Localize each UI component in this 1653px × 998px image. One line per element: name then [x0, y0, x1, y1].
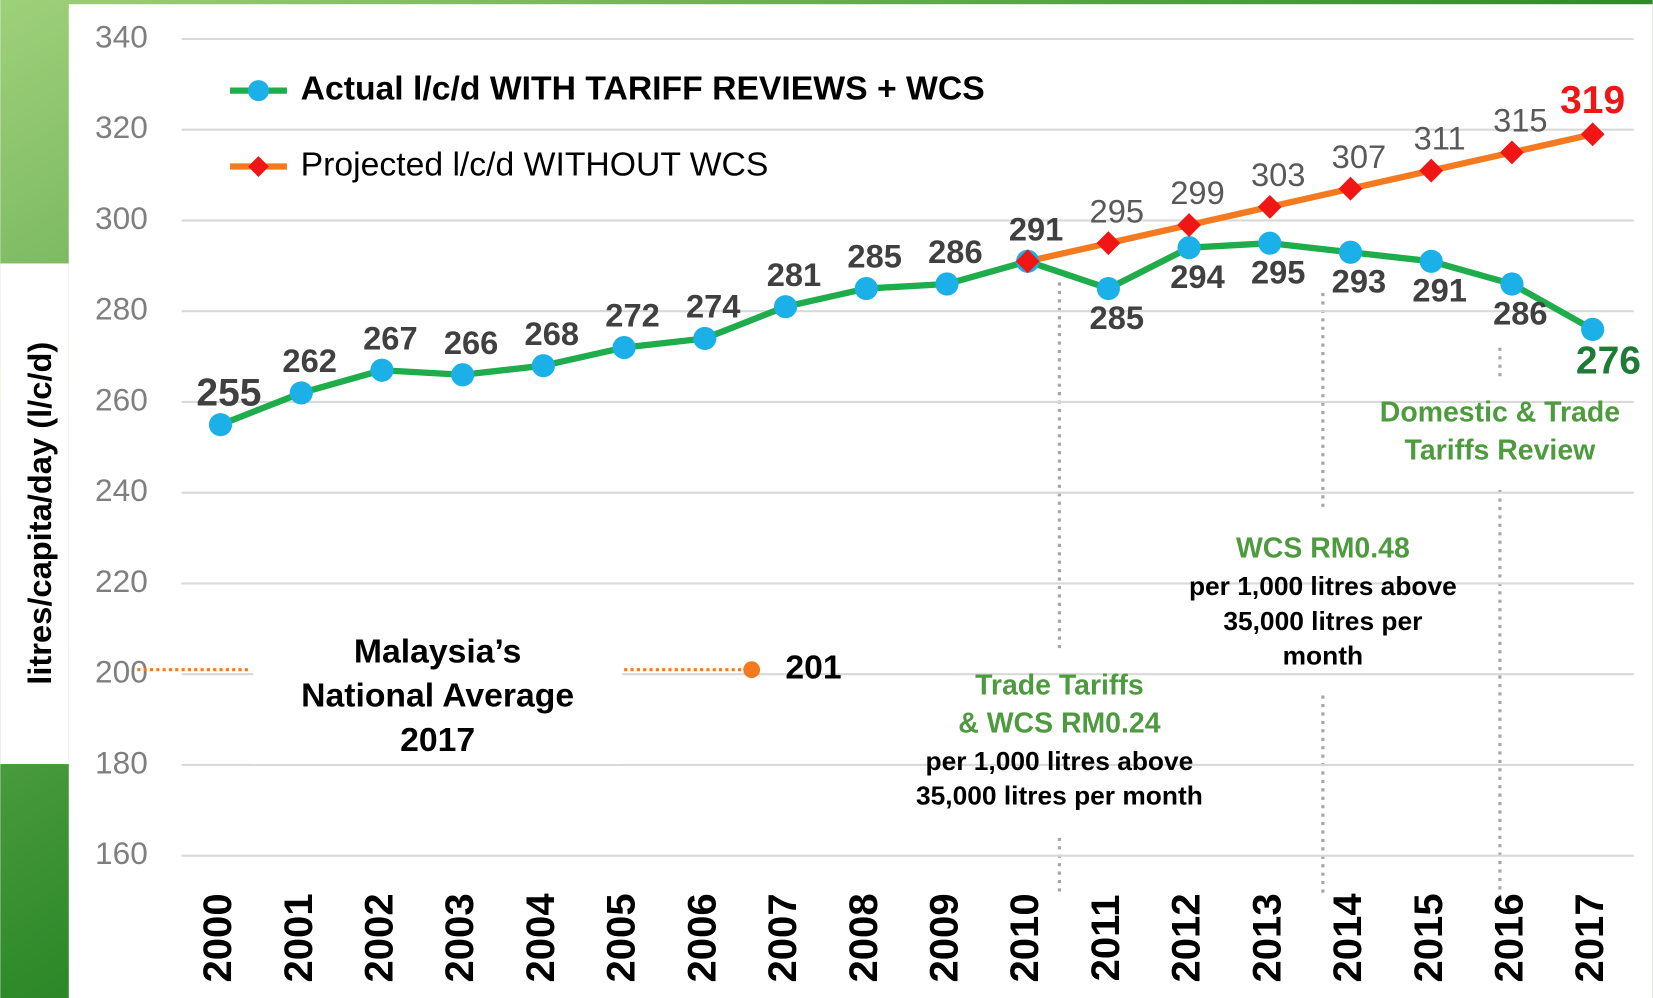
reference-label: National Average: [301, 677, 574, 715]
data-point: [855, 277, 878, 300]
data-label: 299: [1170, 174, 1225, 211]
data-label: 293: [1332, 262, 1387, 299]
reference-value: 201: [785, 649, 841, 687]
data-label: 262: [282, 342, 337, 379]
legend-label: Projected l/c/d WITHOUT WCS: [301, 145, 769, 183]
y-tick-label: 180: [95, 744, 148, 780]
data-point: [693, 327, 716, 350]
x-tick-label: 2008: [842, 893, 886, 982]
data-label: 307: [1332, 138, 1387, 175]
data-label: 315: [1493, 102, 1548, 139]
data-label: 274: [686, 288, 741, 325]
annotation-title: Tariffs Review: [1405, 435, 1597, 467]
data-point: [370, 359, 393, 382]
data-label: 286: [928, 233, 982, 270]
data-point: [774, 295, 797, 318]
data-label: 295: [1090, 192, 1145, 229]
annotation-text: per 1,000 litres above: [925, 746, 1193, 776]
data-point: [532, 354, 555, 377]
data-point: [1500, 272, 1523, 295]
y-tick-label: 280: [95, 291, 148, 327]
data-point: [209, 413, 232, 436]
annotation-title: & WCS RM0.24: [958, 708, 1160, 740]
data-point: [935, 272, 958, 295]
data-label: 281: [767, 256, 821, 293]
legend-marker: [248, 80, 269, 101]
data-label: 268: [525, 315, 580, 352]
y-tick-label: 320: [95, 109, 148, 145]
data-label: 291: [1412, 272, 1467, 309]
annotation-text: month: [1283, 641, 1363, 671]
data-label: 291: [1009, 210, 1063, 247]
x-tick-label: 2013: [1245, 893, 1289, 982]
annotation-title: WCS RM0.48: [1236, 533, 1410, 565]
data-point: [290, 381, 313, 404]
data-label: 295: [1251, 253, 1306, 290]
data-label: 286: [1493, 294, 1548, 331]
data-label: 267: [363, 319, 418, 356]
chart: litres/capita/day (l/c/d) 160 180 200 220 24…: [0, 0, 1653, 998]
x-tick-label: 2011: [1084, 895, 1128, 982]
x-tick-label: 2007: [761, 893, 805, 982]
annotation-text: per 1,000 litres above: [1189, 571, 1457, 601]
x-tick-label: 2017: [1568, 893, 1612, 982]
data-point: [451, 363, 474, 386]
data-point: [1581, 318, 1604, 341]
data-point: [1258, 232, 1281, 255]
x-tick-label: 2003: [438, 893, 482, 982]
reference-label: Malaysia’s: [354, 632, 521, 670]
legend-label: Actual l/c/d WITH TARIFF REVIEWS + WCS: [301, 70, 985, 108]
annotation-text: 35,000 litres per: [1223, 606, 1422, 636]
data-point: [1177, 236, 1200, 259]
x-tick-label: 2012: [1165, 893, 1209, 982]
x-tick-label: 2004: [519, 893, 563, 983]
reference-label: 2017: [400, 721, 475, 759]
y-tick-label: 220: [95, 563, 148, 599]
y-tick-label: 340: [95, 18, 148, 54]
annotation-title: Trade Tariffs: [975, 670, 1144, 702]
x-tick-label: 2009: [923, 893, 967, 982]
data-label: 303: [1251, 156, 1306, 193]
x-tick-label: 2010: [1003, 893, 1047, 982]
data-label: 294: [1170, 258, 1225, 295]
x-tick-label: 2015: [1407, 893, 1451, 982]
annotation-text: 35,000 litres per month: [916, 781, 1203, 811]
data-label: 285: [847, 238, 902, 275]
data-label: 272: [605, 297, 659, 334]
y-tick-label: 260: [95, 381, 148, 417]
x-tick-label: 2016: [1488, 893, 1532, 982]
data-point: [613, 336, 636, 359]
x-tick-label: 2014: [1326, 893, 1370, 983]
x-tick-label: 2001: [277, 893, 321, 982]
y-axis-title: litres/capita/day (l/c/d): [21, 342, 58, 685]
y-tick-label: 300: [95, 200, 148, 236]
data-label: 276: [1576, 339, 1641, 382]
data-label: 266: [444, 324, 499, 361]
data-label: 319: [1560, 79, 1625, 122]
data-point: [1420, 250, 1443, 273]
x-tick-label: 2002: [358, 893, 402, 982]
data-point: [1097, 277, 1120, 300]
x-tick-label: 2000: [196, 893, 240, 982]
y-tick-label: 240: [95, 472, 148, 508]
reference-marker: [743, 661, 760, 678]
y-tick-label: 200: [95, 654, 148, 690]
y-tick-label: 160: [95, 835, 148, 871]
x-tick-label: 2006: [680, 893, 724, 982]
data-point: [1339, 241, 1362, 264]
data-label: 255: [196, 371, 261, 414]
data-label: 311: [1414, 120, 1466, 157]
annotation-title: Domestic & Trade: [1380, 397, 1620, 429]
x-tick-label: 2005: [600, 893, 644, 982]
data-label: 285: [1090, 299, 1145, 336]
